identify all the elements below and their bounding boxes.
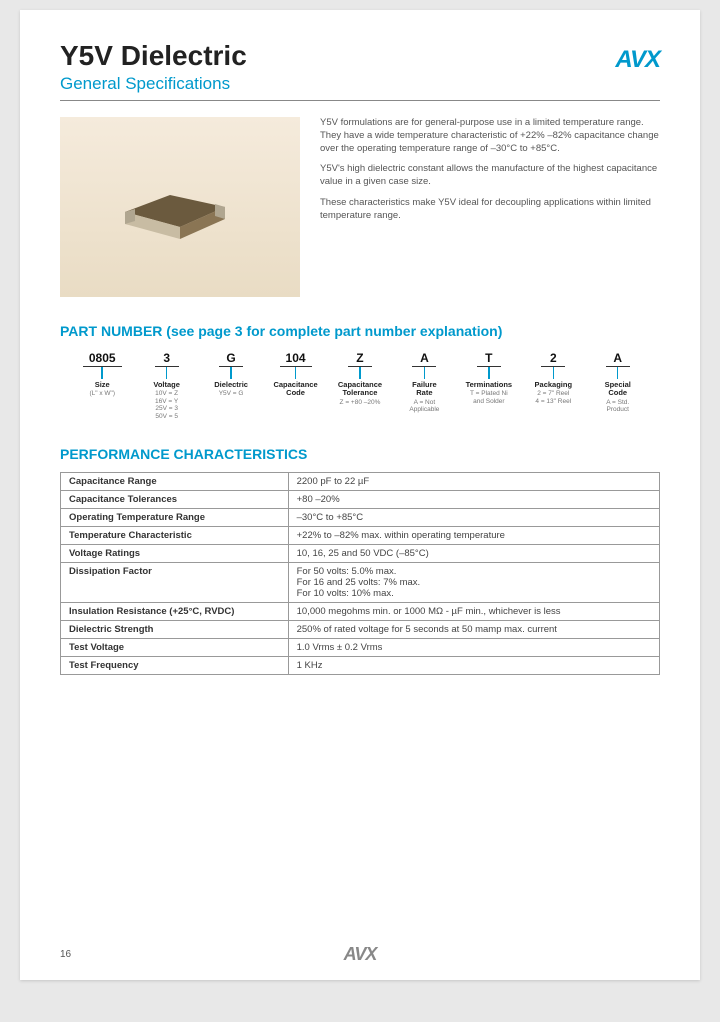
pn-label: CapacitanceCode (263, 381, 327, 398)
pn-label: FailureRate (392, 381, 456, 398)
table-row: Test Frequency1 KHz (61, 657, 660, 675)
pn-label: Dielectric (199, 381, 263, 389)
capacitor-icon (115, 177, 235, 247)
part-number-col: G DielectricY5V = G (199, 349, 263, 420)
part-number-heading: PART NUMBER (see page 3 for complete par… (60, 323, 660, 339)
pn-detail: (L" x W") (70, 390, 134, 397)
page-header: Y5V Dielectric General Specifications AV… (60, 40, 660, 94)
perf-key: Voltage Ratings (61, 545, 289, 563)
perf-value: 10, 16, 25 and 50 VDC (–85°C) (288, 545, 659, 563)
pn-stem (488, 367, 490, 379)
performance-heading: PERFORMANCE CHARACTERISTICS (60, 446, 660, 462)
perf-key: Capacitance Tolerances (61, 491, 289, 509)
perf-key: Test Voltage (61, 639, 289, 657)
part-number-diagram: 0805 Size(L" x W") 3 Voltage10V = Z16V = Y2… (60, 349, 660, 420)
pn-label: SpecialCode (586, 381, 650, 398)
perf-value: +80 –20% (288, 491, 659, 509)
intro-p2: Y5V's high dielectric constant allows th… (320, 163, 660, 189)
table-row: Test Voltage1.0 Vrms ± 0.2 Vrms (61, 639, 660, 657)
table-row: Insulation Resistance (+25°C, RVDC)10,00… (61, 603, 660, 621)
part-number-col: 0805 Size(L" x W") (70, 349, 134, 420)
performance-section: PERFORMANCE CHARACTERISTICS Capacitance … (60, 446, 660, 675)
pn-code: G (219, 351, 243, 367)
pn-detail: 2 = 7" Reel4 = 13" Reel (521, 390, 585, 405)
part-number-col: 3 Voltage10V = Z16V = Y25V = 350V = 5 (134, 349, 198, 420)
pn-code: A (412, 351, 436, 367)
perf-key: Temperature Characteristic (61, 527, 289, 545)
perf-value: 1.0 Vrms ± 0.2 Vrms (288, 639, 659, 657)
pn-code: 3 (155, 351, 179, 367)
pn-label: Packaging (521, 381, 585, 389)
intro-p3: These characteristics make Y5V ideal for… (320, 197, 660, 223)
page-title: Y5V Dielectric (60, 40, 615, 72)
perf-value: +22% to –82% max. within operating tempe… (288, 527, 659, 545)
pn-label: Size (70, 381, 134, 389)
pn-code: T (477, 351, 501, 367)
pn-stem (359, 367, 361, 379)
perf-value: 10,000 megohms min. or 1000 MΩ - µF min.… (288, 603, 659, 621)
pn-label: CapacitanceTolerance (328, 381, 392, 398)
pn-code: 104 (280, 351, 312, 367)
perf-value: For 50 volts: 5.0% max.For 16 and 25 vol… (288, 563, 659, 603)
pn-stem (617, 367, 619, 379)
pn-detail: Y5V = G (199, 390, 263, 397)
page-subtitle: General Specifications (60, 74, 615, 94)
pn-detail: T = Plated Niand Solder (457, 390, 521, 405)
table-row: Operating Temperature Range–30°C to +85°… (61, 509, 660, 527)
pn-stem (166, 367, 168, 379)
part-number-col: A SpecialCodeA = Std.Product (586, 349, 650, 420)
pn-code: 0805 (83, 351, 122, 367)
pn-code: Z (348, 351, 372, 367)
part-number-col: A FailureRateA = NotApplicable (392, 349, 456, 420)
table-row: Voltage Ratings10, 16, 25 and 50 VDC (–8… (61, 545, 660, 563)
intro-text: Y5V formulations are for general-purpose… (320, 117, 660, 297)
product-image (60, 117, 300, 297)
page-number: 16 (60, 949, 71, 960)
pn-detail: A = NotApplicable (392, 399, 456, 414)
pn-detail: Z = +80 –20% (328, 399, 392, 406)
table-row: Capacitance Range2200 pF to 22 µF (61, 473, 660, 491)
pn-stem (424, 367, 426, 379)
pn-detail: 10V = Z16V = Y25V = 350V = 5 (134, 390, 198, 420)
perf-key: Insulation Resistance (+25°C, RVDC) (61, 603, 289, 621)
table-row: Temperature Characteristic+22% to –82% m… (61, 527, 660, 545)
part-number-col: Z CapacitanceToleranceZ = +80 –20% (328, 349, 392, 420)
perf-key: Test Frequency (61, 657, 289, 675)
part-number-col: 2 Packaging2 = 7" Reel4 = 13" Reel (521, 349, 585, 420)
footer-logo: AVX (344, 944, 377, 965)
part-number-col: 104 CapacitanceCode (263, 349, 327, 420)
pn-label: Voltage (134, 381, 198, 389)
intro-section: Y5V formulations are for general-purpose… (60, 117, 660, 297)
perf-key: Capacitance Range (61, 473, 289, 491)
perf-value: 2200 pF to 22 µF (288, 473, 659, 491)
datasheet-page: Y5V Dielectric General Specifications AV… (20, 10, 700, 980)
title-block: Y5V Dielectric General Specifications (60, 40, 615, 94)
table-row: Dissipation FactorFor 50 volts: 5.0% max… (61, 563, 660, 603)
perf-key: Dielectric Strength (61, 621, 289, 639)
perf-value: 250% of rated voltage for 5 seconds at 5… (288, 621, 659, 639)
pn-stem (295, 367, 297, 379)
table-row: Dielectric Strength250% of rated voltage… (61, 621, 660, 639)
pn-code: A (606, 351, 630, 367)
table-row: Capacitance Tolerances+80 –20% (61, 491, 660, 509)
header-rule (60, 100, 660, 101)
pn-detail: A = Std.Product (586, 399, 650, 414)
pn-label: Terminations (457, 381, 521, 389)
part-number-col: T TerminationsT = Plated Niand Solder (457, 349, 521, 420)
perf-key: Dissipation Factor (61, 563, 289, 603)
pn-stem (553, 367, 555, 379)
perf-value: 1 KHz (288, 657, 659, 675)
pn-code: 2 (541, 351, 565, 367)
perf-key: Operating Temperature Range (61, 509, 289, 527)
pn-stem (230, 367, 232, 379)
perf-value: –30°C to +85°C (288, 509, 659, 527)
intro-p1: Y5V formulations are for general-purpose… (320, 117, 660, 155)
performance-table: Capacitance Range2200 pF to 22 µFCapacit… (60, 472, 660, 675)
pn-stem (101, 367, 103, 379)
brand-logo: AVX (615, 46, 660, 74)
page-footer: 16 AVX (60, 949, 660, 960)
